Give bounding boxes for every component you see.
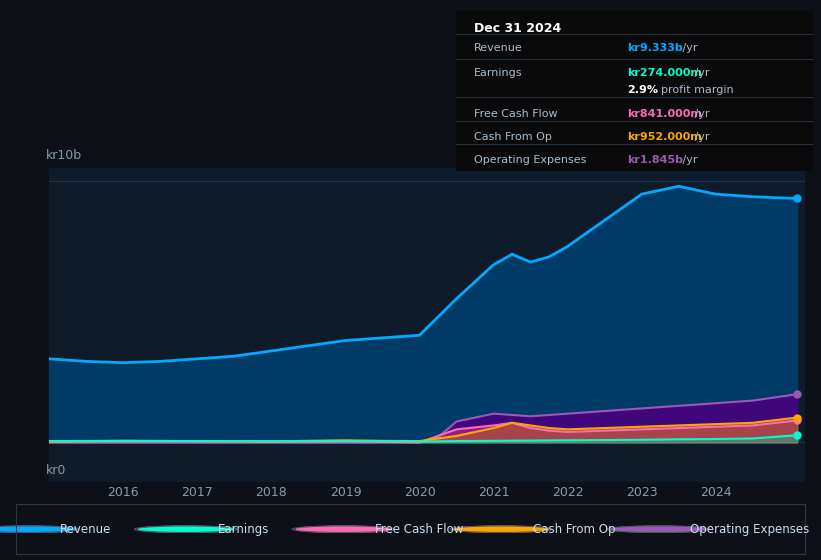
Text: Free Cash Flow: Free Cash Flow	[474, 109, 557, 119]
Text: kr841.000m: kr841.000m	[627, 109, 702, 119]
Text: Dec 31 2024: Dec 31 2024	[474, 22, 561, 35]
Text: 2.9%: 2.9%	[627, 86, 658, 95]
Text: /yr: /yr	[678, 155, 697, 165]
Text: profit margin: profit margin	[661, 86, 734, 95]
Text: Operating Expenses: Operating Expenses	[474, 155, 586, 165]
Text: Cash From Op: Cash From Op	[474, 132, 552, 142]
Text: /yr: /yr	[691, 132, 710, 142]
Text: Free Cash Flow: Free Cash Flow	[375, 522, 463, 536]
Circle shape	[139, 526, 233, 532]
Circle shape	[296, 526, 391, 532]
Circle shape	[454, 526, 548, 532]
Text: kr1.845b: kr1.845b	[627, 155, 683, 165]
Text: /yr: /yr	[691, 109, 710, 119]
Text: /yr: /yr	[691, 68, 710, 78]
Text: Cash From Op: Cash From Op	[533, 522, 615, 536]
Text: Operating Expenses: Operating Expenses	[690, 522, 810, 536]
Circle shape	[0, 526, 76, 532]
Text: /yr: /yr	[678, 43, 697, 53]
Text: Earnings: Earnings	[218, 522, 268, 536]
Text: kr274.000m: kr274.000m	[627, 68, 702, 78]
Text: Revenue: Revenue	[474, 43, 522, 53]
Text: Revenue: Revenue	[60, 522, 111, 536]
Text: kr0: kr0	[45, 464, 66, 477]
Text: Earnings: Earnings	[474, 68, 522, 78]
Text: kr952.000m: kr952.000m	[627, 132, 702, 142]
Text: kr9.333b: kr9.333b	[627, 43, 683, 53]
Circle shape	[612, 526, 706, 532]
Text: kr10b: kr10b	[45, 149, 81, 162]
